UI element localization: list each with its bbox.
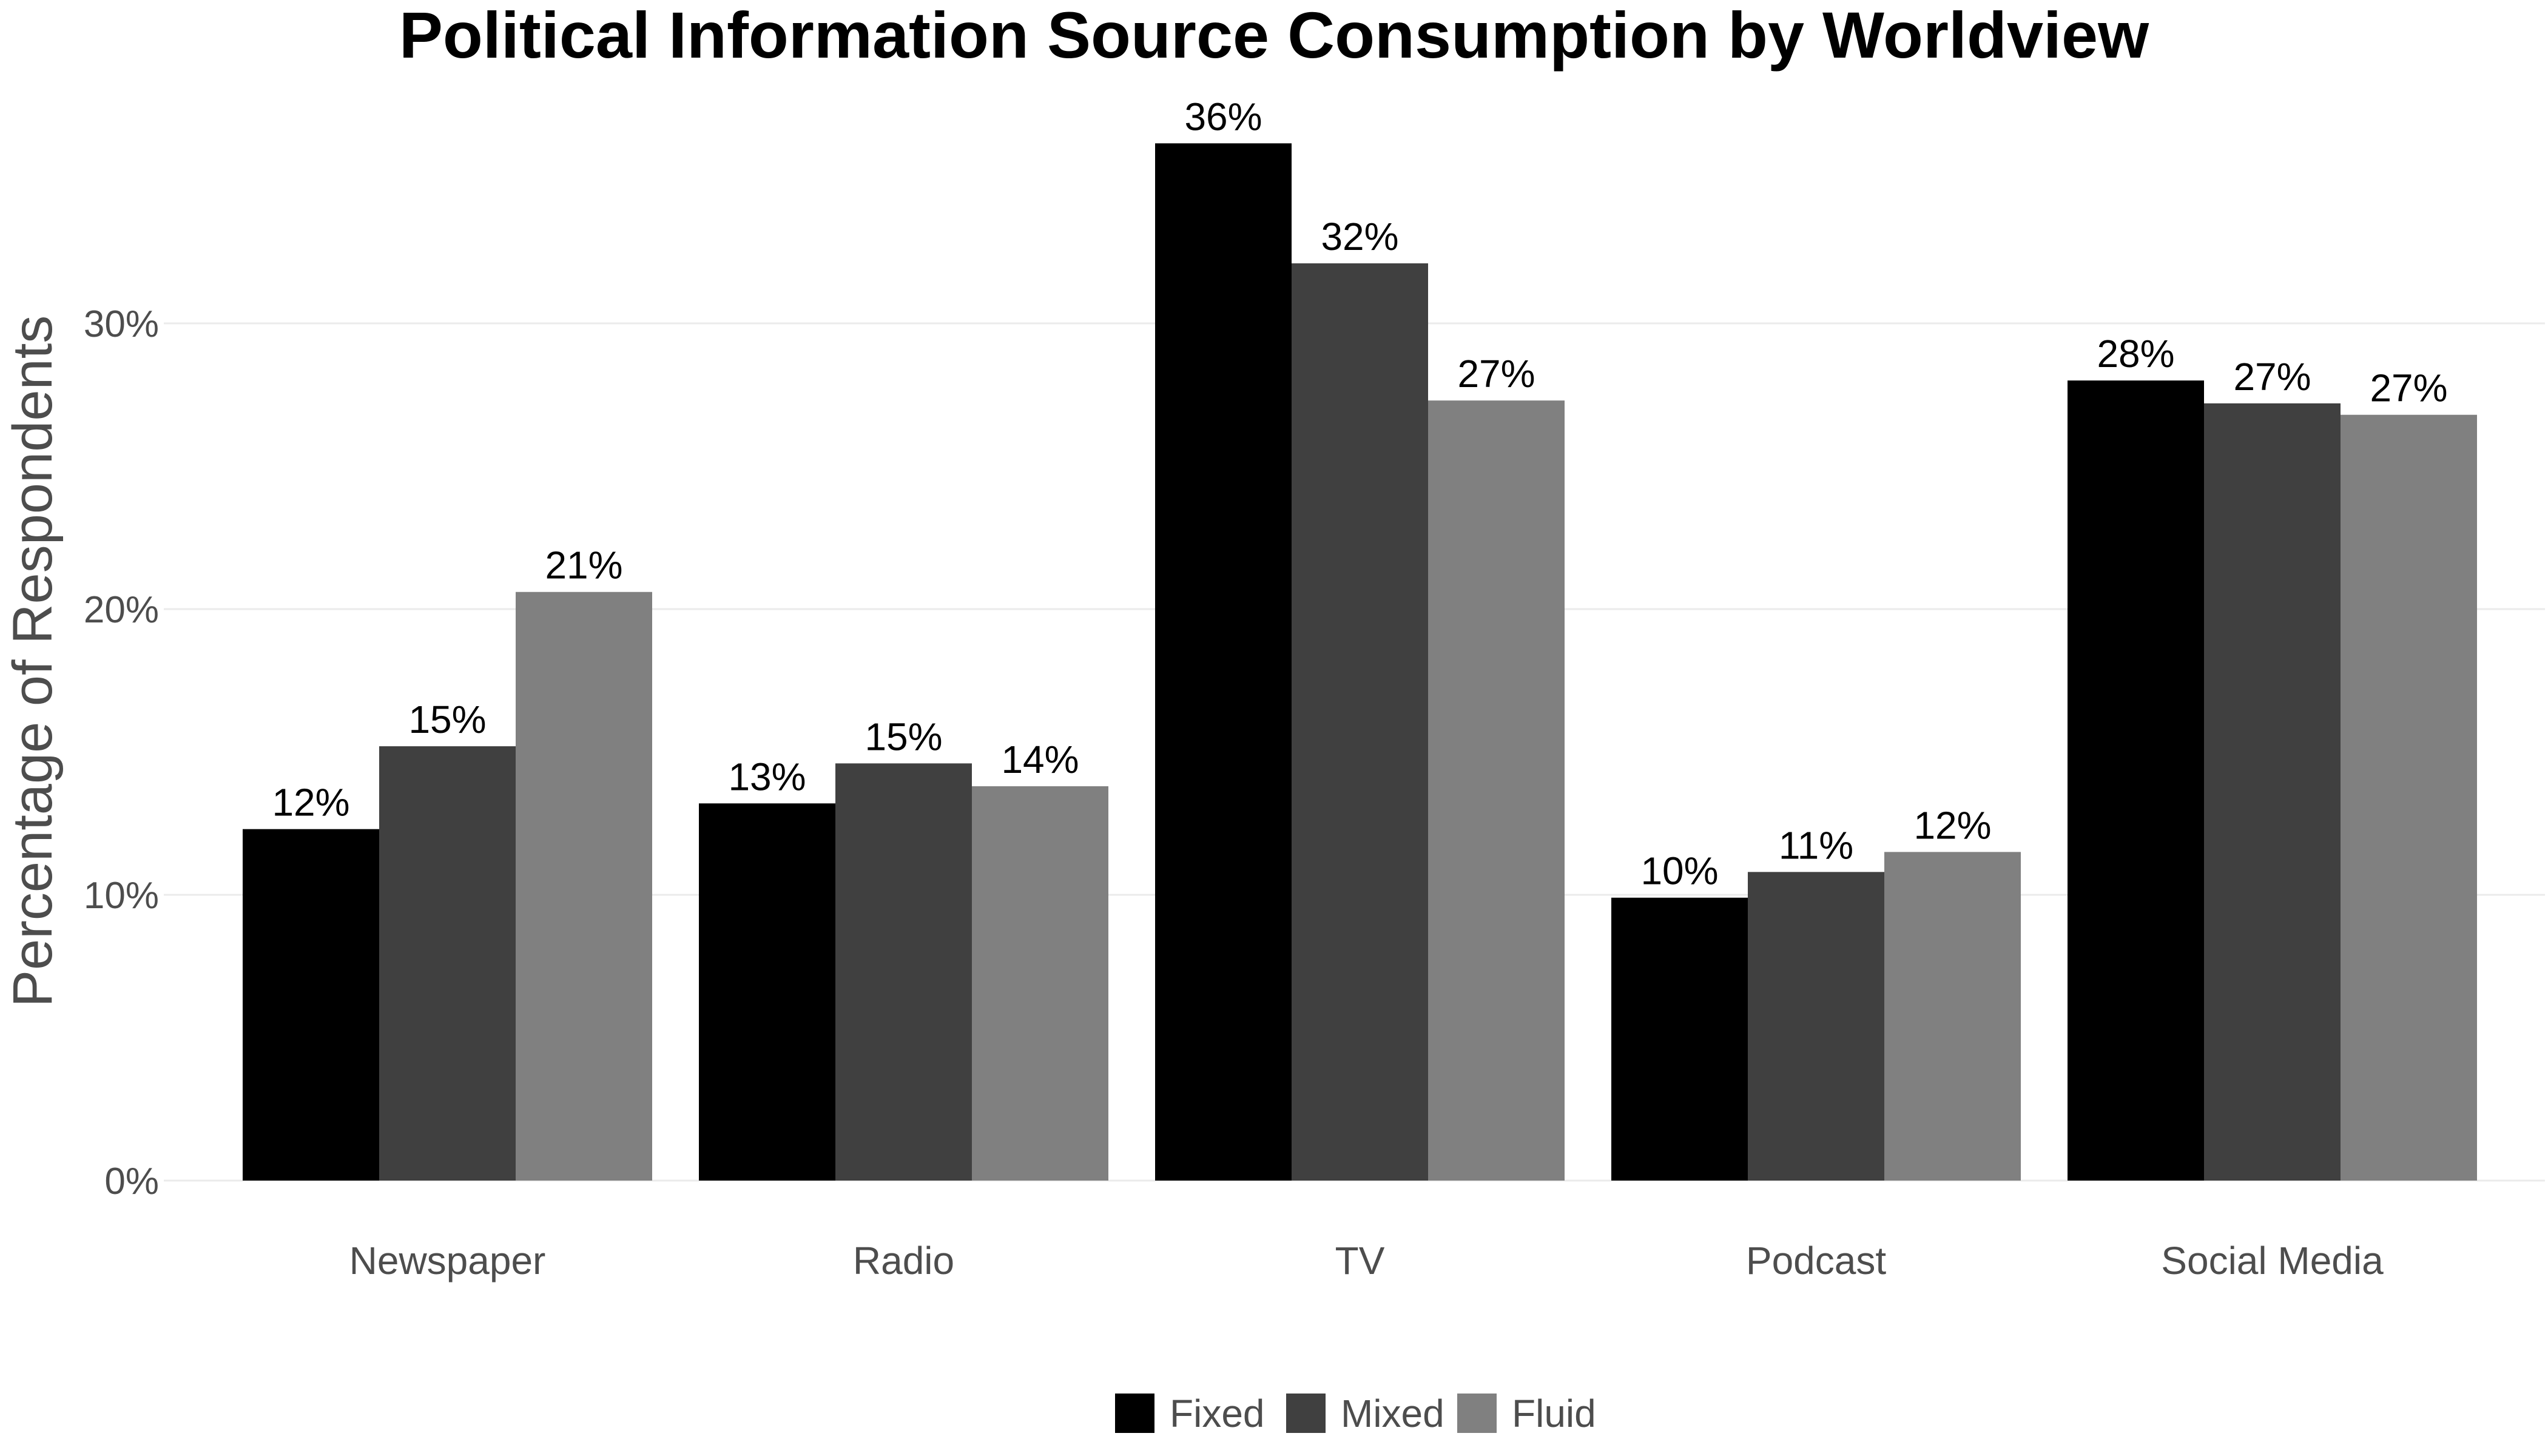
bar xyxy=(699,803,835,1181)
data-label: 14% xyxy=(1001,738,1079,781)
x-tick-label: Social Media xyxy=(2161,1239,2384,1282)
bar xyxy=(1155,143,1292,1181)
y-tick-label: 0% xyxy=(104,1161,159,1202)
data-label: 13% xyxy=(728,755,806,798)
data-label: 21% xyxy=(545,544,622,587)
legend-swatch xyxy=(1286,1394,1326,1433)
bar xyxy=(1611,897,1748,1181)
y-axis-title: Percentage of Respondents xyxy=(2,315,64,1008)
bars xyxy=(243,143,2477,1181)
bar xyxy=(516,592,652,1181)
x-tick-label: Newspaper xyxy=(349,1239,546,1282)
data-label: 11% xyxy=(1779,823,1853,867)
bar xyxy=(972,786,1108,1181)
data-label: 10% xyxy=(1640,849,1718,893)
bar xyxy=(1292,263,1428,1181)
data-label: 32% xyxy=(1321,215,1398,258)
bar xyxy=(379,746,516,1181)
bar xyxy=(1428,400,1565,1181)
x-tick-label: Radio xyxy=(853,1239,954,1282)
x-axis-categories: Newspaper Radio TV Podcast Social Media xyxy=(349,1239,2384,1282)
data-labels: 12% 15% 21% 13% 15% 14% 36% 32% 27% 10% 11% 12% 28% 2… xyxy=(272,95,2447,892)
data-label: 28% xyxy=(2097,332,2174,376)
data-label: 27% xyxy=(2233,355,2311,399)
x-tick-label: Podcast xyxy=(1746,1239,1886,1282)
bar xyxy=(835,763,972,1181)
y-tick-label: 30% xyxy=(84,303,159,345)
bar xyxy=(2068,380,2204,1181)
data-label: 15% xyxy=(408,698,486,741)
legend-label: Mixed xyxy=(1341,1392,1444,1435)
legend-swatch xyxy=(1115,1394,1154,1433)
data-label: 27% xyxy=(2370,366,2447,410)
data-label: 15% xyxy=(864,715,942,758)
data-label: 36% xyxy=(1184,95,1262,138)
bar xyxy=(1748,872,1884,1181)
data-label: 12% xyxy=(1913,803,1991,847)
data-label: 27% xyxy=(1457,352,1535,396)
y-axis-ticks: 0% 10% 20% 30% xyxy=(84,303,159,1202)
chart-title: Political Information Source Consumption… xyxy=(399,0,2149,72)
legend-label: Fluid xyxy=(1512,1392,1596,1435)
bar xyxy=(243,829,379,1181)
y-tick-label: 20% xyxy=(84,589,159,631)
y-tick-label: 10% xyxy=(84,875,159,917)
legend: Fixed Mixed Fluid xyxy=(1115,1392,1596,1435)
bar xyxy=(1884,852,2021,1181)
legend-label: Fixed xyxy=(1170,1392,1265,1435)
bar xyxy=(2204,403,2341,1181)
data-label: 12% xyxy=(272,781,349,824)
legend-swatch xyxy=(1457,1394,1497,1433)
x-tick-label: TV xyxy=(1335,1239,1385,1282)
bar xyxy=(2341,414,2477,1181)
